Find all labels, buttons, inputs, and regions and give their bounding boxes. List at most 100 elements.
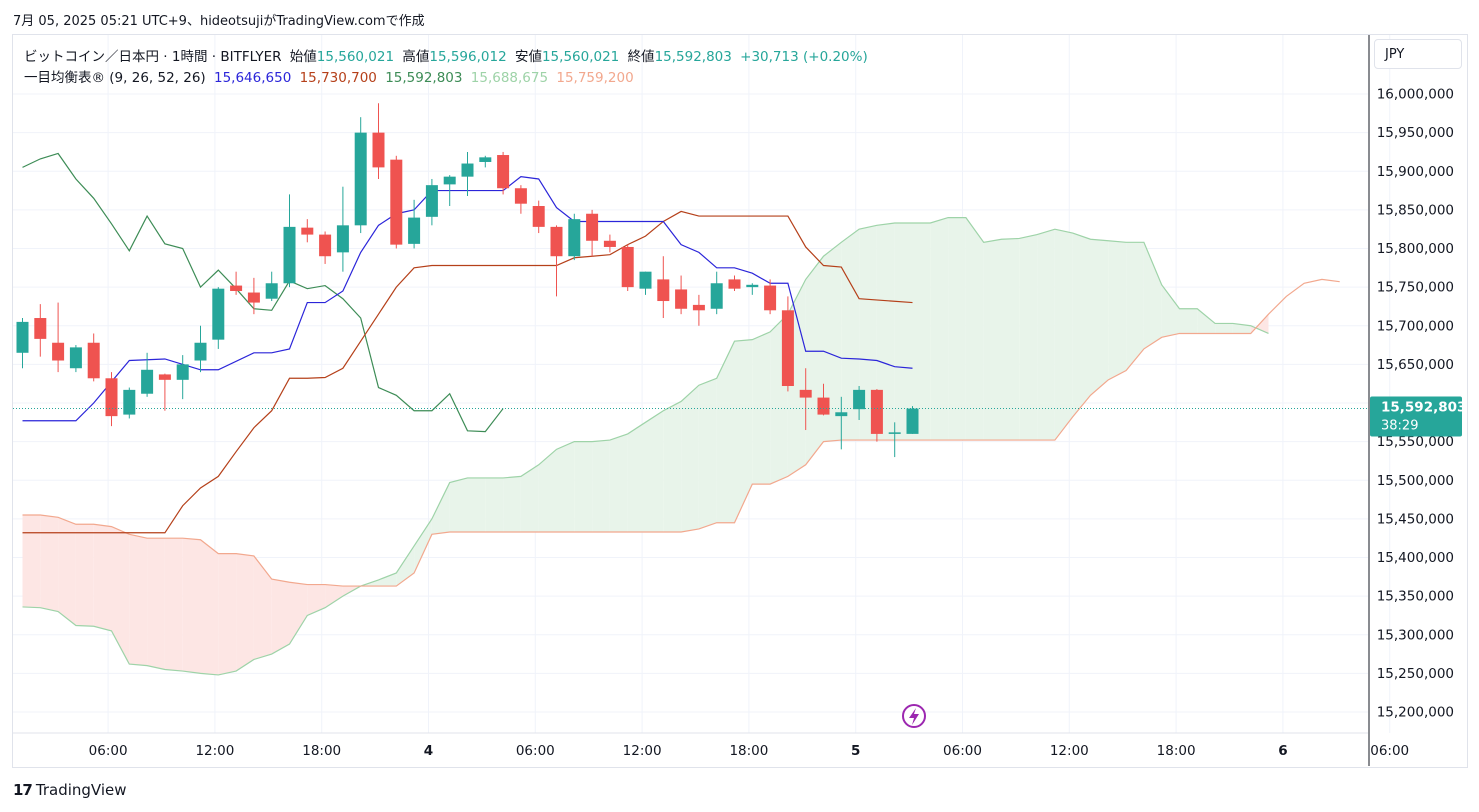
candle bbox=[176, 355, 189, 400]
candle-body bbox=[514, 188, 527, 204]
last-price-tag-price: 15,592,803 bbox=[1381, 400, 1466, 416]
candle bbox=[123, 387, 136, 419]
time-tick-label: 18:00 bbox=[1157, 743, 1196, 759]
candle bbox=[16, 318, 29, 369]
price-tick-label: 15,650,000 bbox=[1377, 357, 1454, 373]
candle-body bbox=[657, 279, 670, 302]
candle-body bbox=[372, 132, 385, 168]
candle bbox=[105, 372, 118, 427]
cloud-segment bbox=[218, 553, 237, 675]
price-tick-label: 15,350,000 bbox=[1377, 589, 1454, 605]
cloud-segment bbox=[645, 410, 664, 533]
cloud-segment bbox=[983, 239, 1002, 441]
cloud-segment bbox=[609, 433, 628, 533]
price-tick-label: 15,900,000 bbox=[1377, 164, 1454, 180]
cloud-segment bbox=[111, 526, 130, 665]
cloud-segment bbox=[236, 553, 254, 672]
legend-symbol[interactable]: ビットコイン／日本円 · 1時間 · BITFLYER bbox=[24, 49, 282, 65]
candle bbox=[888, 422, 901, 458]
currency-button[interactable]: JPY bbox=[1374, 39, 1462, 69]
candle bbox=[675, 275, 688, 315]
time-tick-label: 12:00 bbox=[195, 743, 234, 759]
cloud-segment bbox=[859, 225, 877, 441]
legend-indicator-row[interactable]: 一目均衡表® (9, 26, 52, 26) 15,646,650 15,730… bbox=[24, 66, 638, 86]
candle-body bbox=[532, 206, 545, 227]
candle bbox=[194, 325, 207, 373]
candle-body bbox=[497, 155, 510, 189]
candle bbox=[817, 383, 830, 416]
price-tick-label: 15,300,000 bbox=[1377, 627, 1454, 643]
candle-body bbox=[443, 176, 456, 185]
cloud-segment bbox=[271, 579, 290, 655]
ichimoku-kijun-line bbox=[22, 210, 913, 534]
candle-body bbox=[247, 292, 260, 303]
cloud-segment bbox=[538, 449, 557, 533]
candle-body bbox=[568, 219, 581, 257]
candle bbox=[568, 213, 581, 261]
cloud-segment bbox=[948, 217, 966, 441]
cloud-segment bbox=[325, 584, 343, 608]
cloud-segment bbox=[200, 539, 219, 675]
cloud-segment bbox=[574, 441, 593, 533]
candle bbox=[230, 271, 243, 295]
candle-body bbox=[69, 347, 82, 369]
time-tick-label: 06:00 bbox=[89, 743, 128, 759]
candle bbox=[746, 283, 759, 295]
cloud-segment bbox=[503, 476, 521, 533]
time-tick-label: 6 bbox=[1278, 743, 1287, 759]
candle-body bbox=[906, 408, 919, 434]
time-tick-label: 06:00 bbox=[943, 743, 982, 759]
candle bbox=[586, 209, 599, 257]
time-axis: 06:00 12:00 18:00 4 06:00 12:00 18:00 5 06:00 12:… bbox=[13, 732, 1409, 759]
cloud-segment bbox=[182, 538, 201, 674]
time-tick-label: 4 bbox=[424, 743, 433, 759]
cloud-segment bbox=[592, 440, 610, 533]
tradingview-brand-text: TradingView bbox=[35, 781, 127, 799]
candle-body bbox=[230, 285, 243, 291]
cloud-segment bbox=[965, 217, 984, 441]
candle-body bbox=[835, 412, 848, 417]
cloud-segment bbox=[1108, 240, 1127, 380]
candle bbox=[283, 194, 296, 288]
time-tick-label: 5 bbox=[851, 743, 860, 759]
cloud-segment bbox=[556, 441, 575, 533]
tradingview-logo[interactable]: 17 TradingView bbox=[13, 781, 127, 799]
cloud-segment bbox=[894, 223, 913, 441]
cloud-segment bbox=[147, 538, 165, 670]
candle bbox=[532, 200, 545, 234]
candle bbox=[212, 287, 225, 349]
cloud-segment bbox=[734, 339, 753, 523]
cloud-segment bbox=[663, 401, 682, 533]
price-tick-label: 15,550,000 bbox=[1377, 434, 1454, 450]
candle bbox=[764, 279, 777, 315]
lightning-event-icon[interactable] bbox=[902, 704, 926, 728]
legend-chikou-value: 15,592,803 bbox=[385, 70, 463, 86]
legend-close-value: 15,592,803 bbox=[654, 49, 732, 65]
cloud-segment bbox=[93, 524, 112, 631]
ichimoku-tenkan-line bbox=[22, 176, 913, 422]
candle bbox=[621, 244, 634, 291]
candle-body bbox=[621, 246, 634, 288]
price-tick-label: 15,850,000 bbox=[1377, 202, 1454, 218]
cloud-segment bbox=[716, 341, 735, 523]
candle-body bbox=[710, 283, 723, 309]
candle bbox=[52, 302, 65, 373]
candle-body bbox=[853, 389, 866, 410]
candle-body bbox=[319, 234, 332, 257]
candle-body bbox=[888, 432, 901, 434]
candle bbox=[870, 389, 883, 442]
candle-body bbox=[16, 321, 29, 353]
last-price-tag-countdown: 38:29 bbox=[1381, 419, 1418, 434]
lightning-event-bolt bbox=[909, 708, 919, 725]
legend-spanA-value: 15,688,675 bbox=[470, 70, 549, 86]
cloud-segment bbox=[752, 331, 771, 485]
cloud-segment bbox=[841, 229, 860, 441]
cloud-segment bbox=[467, 477, 486, 533]
legend-symbol-row[interactable]: ビットコイン／日本円 · 1時間 · BITFLYER 始値15,560,021… bbox=[24, 45, 872, 65]
candle bbox=[319, 231, 332, 264]
candle-body bbox=[390, 159, 403, 245]
legend-indicator-name[interactable]: 一目均衡表® (9, 26, 52, 26) bbox=[24, 70, 206, 86]
candle-body bbox=[265, 283, 278, 299]
cloud-segment bbox=[912, 223, 931, 441]
